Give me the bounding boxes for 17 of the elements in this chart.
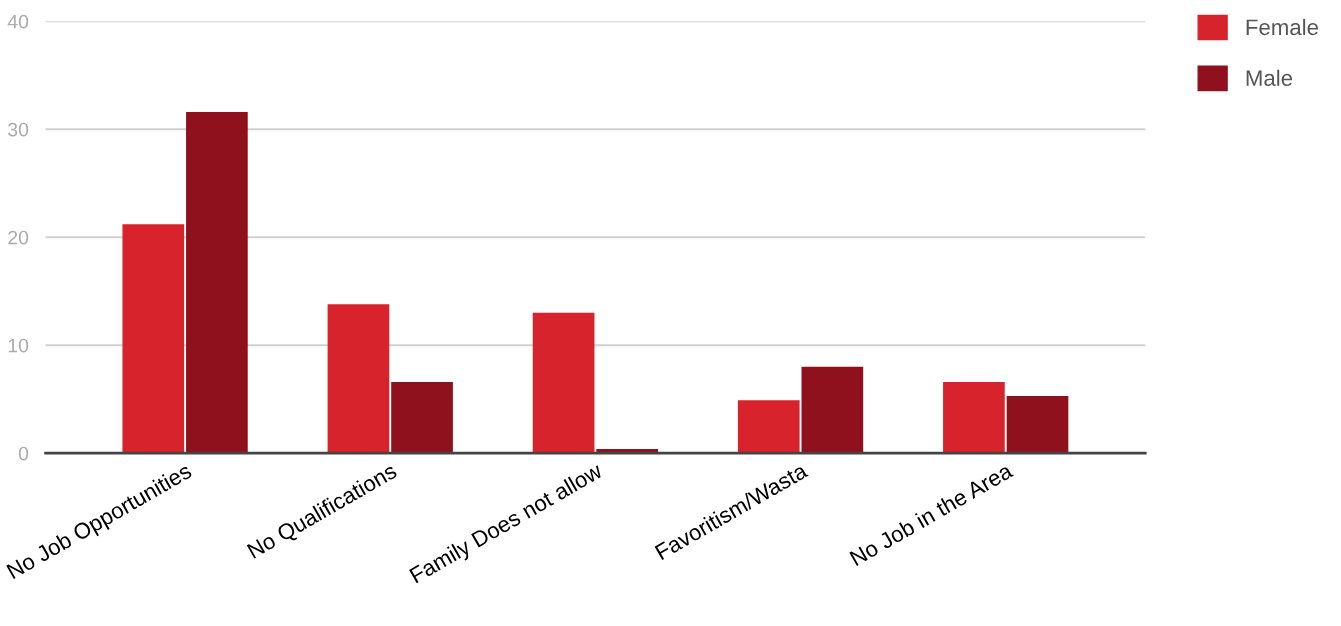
legend-label: Female [1246,18,1318,36]
y-tick-label: 10 [8,338,29,353]
y-tick-label: 40 [7,14,29,29]
y-tick-label: 0 [18,446,29,461]
x-tick-label: No Job in the Area [848,461,1014,567]
bar [943,381,1005,454]
bar [122,224,185,454]
bar [532,312,595,454]
y-tick-label: 30 [8,122,29,137]
bar [327,304,390,454]
bar [186,111,248,454]
legend-label: Male [1246,69,1293,87]
bar [737,400,800,454]
bar [391,381,453,454]
y-tick-label: 20 [8,230,29,245]
bar [801,366,864,454]
bar [1006,395,1069,454]
